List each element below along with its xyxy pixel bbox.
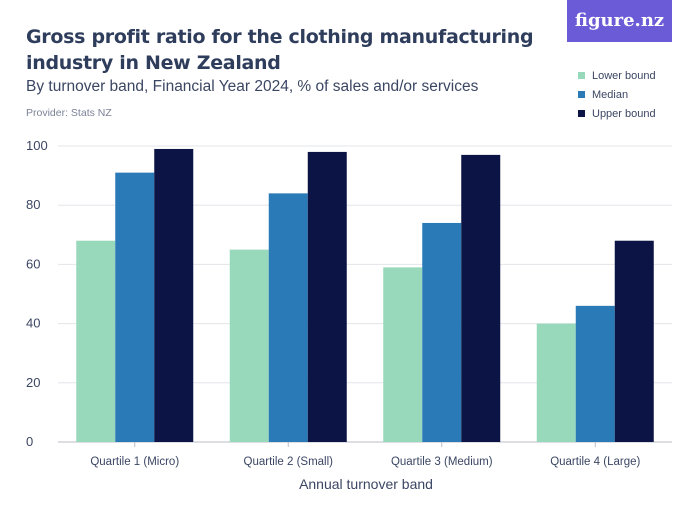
x-tick-label-1: Quartile 1 (Micro)	[90, 456, 179, 468]
bar-lower-bound-2	[229, 249, 269, 442]
bar-median-3	[422, 222, 462, 442]
bar-lower-bound-4	[536, 323, 576, 442]
legend-item-median: Median	[578, 85, 656, 104]
legend-swatch-upper-bound	[578, 110, 585, 117]
bar-upper-bound-3	[461, 154, 501, 442]
x-tick-label-4: Quartile 4 (Large)	[550, 456, 640, 468]
bar-median-2	[268, 193, 308, 442]
legend-item-lower-bound: Lower bound	[578, 66, 656, 85]
x-tick-label-2: Quartile 2 (Small)	[244, 456, 334, 468]
bar-upper-bound-2	[307, 151, 347, 443]
bar-median-1	[115, 172, 155, 442]
bar-lower-bound-1	[76, 240, 116, 442]
bar-upper-bound-1	[154, 148, 194, 442]
y-tick-label-20: 20	[26, 375, 40, 390]
legend-swatch-median	[578, 91, 585, 98]
bar-lower-bound-3	[383, 267, 423, 442]
legend-label-median: Median	[592, 88, 629, 101]
legend-item-upper-bound: Upper bound	[578, 104, 656, 123]
x-axis-label: Annual turnover band	[299, 476, 433, 492]
legend: Lower bound Median Upper bound	[578, 66, 656, 123]
chart-title: Gross profit ratio for the clothing manu…	[26, 26, 534, 74]
bar-upper-bound-4	[614, 240, 654, 442]
y-tick-label-80: 80	[26, 197, 40, 212]
y-tick-label-60: 60	[26, 256, 40, 271]
y-tick-label-40: 40	[26, 316, 40, 331]
provider-note: Provider: Stats NZ	[26, 107, 112, 119]
legend-label-lower-bound: Lower bound	[592, 69, 656, 82]
chart-subtitle: By turnover band, Financial Year 2024, %…	[26, 78, 479, 95]
x-tick-label-3: Quartile 3 (Medium)	[391, 456, 493, 468]
y-tick-label-100: 100	[26, 138, 48, 153]
figure-nz-logo[interactable]: figure.nz	[567, 0, 672, 42]
legend-label-upper-bound: Upper bound	[592, 107, 656, 120]
y-tick-label-0: 0	[26, 434, 33, 449]
bar-median-4	[575, 305, 615, 442]
legend-swatch-lower-bound	[578, 72, 585, 79]
